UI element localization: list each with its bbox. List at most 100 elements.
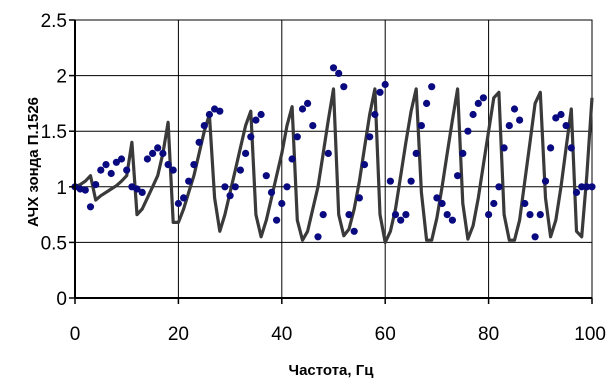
data-point	[526, 211, 533, 218]
data-point	[154, 144, 161, 151]
data-point	[242, 150, 249, 157]
data-point	[439, 200, 446, 207]
data-point	[252, 117, 259, 124]
data-point	[516, 117, 523, 124]
data-point	[382, 81, 389, 88]
data-point	[573, 189, 580, 196]
data-point	[423, 100, 430, 107]
data-point	[314, 233, 321, 240]
y-tick-label: 0	[56, 289, 67, 310]
data-point	[273, 217, 280, 224]
x-tick-label: 100	[574, 324, 606, 345]
data-point	[170, 167, 177, 174]
data-point	[175, 200, 182, 207]
data-point	[557, 111, 564, 118]
data-point	[547, 144, 554, 151]
y-tick-label: 1.5	[41, 122, 67, 143]
data-point	[159, 150, 166, 157]
data-point	[428, 83, 435, 90]
data-point	[258, 111, 265, 118]
data-point	[397, 217, 404, 224]
data-point	[330, 64, 337, 71]
data-point	[268, 189, 275, 196]
data-point	[102, 161, 109, 168]
data-point	[511, 105, 518, 112]
x-tick-label: 40	[271, 324, 292, 345]
data-point	[221, 183, 228, 190]
data-point	[123, 167, 130, 174]
data-point	[351, 228, 358, 235]
data-point	[180, 194, 187, 201]
data-point	[464, 128, 471, 135]
data-point	[227, 192, 234, 199]
data-point	[387, 178, 394, 185]
data-point	[309, 122, 316, 129]
data-point	[345, 211, 352, 218]
data-point	[495, 183, 502, 190]
data-point	[237, 167, 244, 174]
data-point	[299, 105, 306, 112]
data-point	[371, 111, 378, 118]
data-point	[283, 183, 290, 190]
data-point	[568, 144, 575, 151]
data-point	[537, 211, 544, 218]
data-point	[196, 139, 203, 146]
data-point	[449, 217, 456, 224]
gridlines	[75, 20, 592, 298]
data-point	[490, 200, 497, 207]
data-point	[402, 211, 409, 218]
data-point	[480, 94, 487, 101]
data-point	[190, 161, 197, 168]
data-point	[87, 203, 94, 210]
data-point	[144, 155, 151, 162]
data-point	[304, 100, 311, 107]
data-point	[335, 70, 342, 77]
data-point	[201, 122, 208, 129]
data-point	[263, 172, 270, 179]
data-point	[433, 194, 440, 201]
x-axis-label: Частота, Гц	[289, 362, 375, 378]
data-point	[485, 211, 492, 218]
data-point	[232, 183, 239, 190]
data-point	[376, 89, 383, 96]
data-point	[325, 150, 332, 157]
data-point	[185, 178, 192, 185]
y-axis-label: АЧХ зонда П.1526	[25, 97, 42, 227]
data-point	[563, 122, 570, 129]
data-point	[459, 150, 466, 157]
data-point	[149, 150, 156, 157]
data-point	[216, 108, 223, 115]
data-point	[278, 200, 285, 207]
x-tick-label: 80	[478, 324, 499, 345]
data-point	[320, 211, 327, 218]
data-point	[444, 211, 451, 218]
data-point	[294, 133, 301, 140]
data-point	[366, 133, 373, 140]
y-tick-label: 1	[56, 178, 67, 199]
data-point	[139, 189, 146, 196]
data-point	[356, 194, 363, 201]
data-point	[206, 111, 213, 118]
data-point	[501, 144, 508, 151]
x-tick-label: 60	[375, 324, 396, 345]
y-tick-label: 2.5	[41, 11, 67, 32]
x-tick-label: 0	[70, 324, 81, 345]
data-point	[532, 233, 539, 240]
data-point	[92, 181, 99, 188]
data-point	[413, 150, 420, 157]
data-point	[118, 155, 125, 162]
data-point	[418, 122, 425, 129]
data-point	[470, 111, 477, 118]
data-point	[408, 178, 415, 185]
data-point	[165, 161, 172, 168]
data-point	[475, 100, 482, 107]
y-tick-label: 2	[56, 67, 67, 88]
y-tick-label: 0.5	[41, 233, 67, 254]
data-point	[506, 122, 513, 129]
data-point	[542, 178, 549, 185]
data-point	[454, 172, 461, 179]
data-point	[340, 83, 347, 90]
data-point	[108, 170, 115, 177]
data-point	[82, 187, 89, 194]
